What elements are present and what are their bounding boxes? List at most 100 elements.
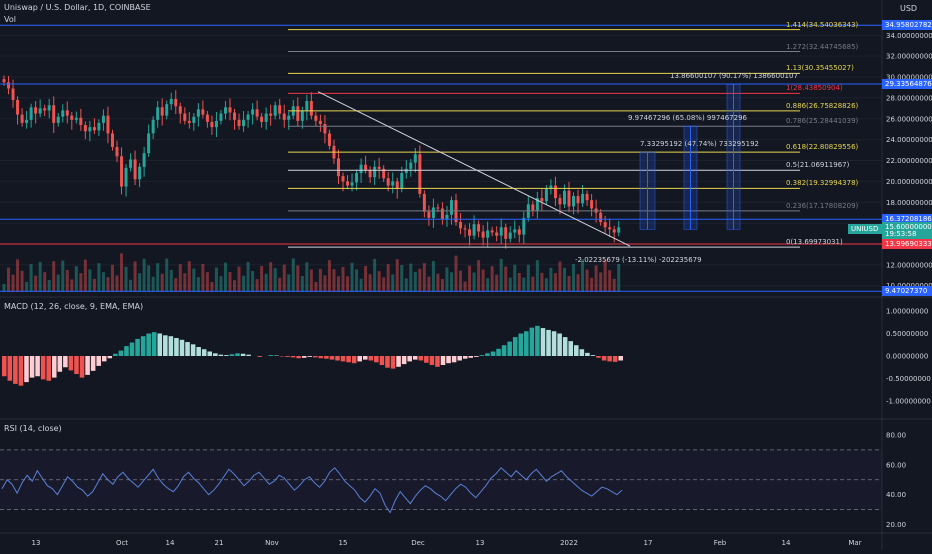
macd-histogram-bar bbox=[413, 356, 418, 360]
candle-body bbox=[319, 121, 322, 124]
macd-histogram-bar bbox=[191, 344, 196, 356]
macd-histogram-bar bbox=[302, 356, 307, 358]
volume-bar bbox=[599, 272, 602, 292]
price-tick-label: 26.00000000 bbox=[886, 115, 932, 123]
volume-bar bbox=[93, 279, 96, 292]
candle-body bbox=[224, 107, 227, 113]
macd-histogram-bar bbox=[424, 356, 429, 363]
candle-body bbox=[522, 218, 525, 235]
candle-body bbox=[346, 181, 349, 185]
macd-histogram-bar bbox=[335, 356, 340, 361]
candle-body bbox=[459, 222, 462, 228]
volume-bar bbox=[337, 276, 340, 292]
volume-bar bbox=[48, 280, 51, 292]
volume-bar bbox=[351, 263, 354, 292]
volume-bar bbox=[206, 272, 209, 292]
candle-body bbox=[351, 182, 354, 185]
macd-histogram-bar bbox=[491, 352, 496, 357]
candle-body bbox=[197, 109, 200, 116]
volume-bar bbox=[414, 272, 417, 292]
candle-body bbox=[568, 191, 571, 207]
candle-body bbox=[242, 120, 245, 126]
macd-histogram-bar bbox=[307, 356, 312, 357]
candle-body bbox=[391, 181, 394, 185]
candle-body bbox=[269, 114, 272, 116]
candle-body bbox=[581, 194, 584, 203]
macd-histogram-bar bbox=[113, 354, 118, 356]
candle-body bbox=[120, 156, 123, 186]
candle-body bbox=[396, 181, 399, 188]
macd-histogram-bar bbox=[419, 356, 424, 361]
macd-tick-label: 0.00000000 bbox=[886, 353, 928, 361]
volume-bar bbox=[378, 271, 381, 292]
macd-histogram-bar bbox=[541, 328, 546, 356]
volume-bar bbox=[156, 263, 159, 292]
volume-bar bbox=[617, 264, 620, 292]
candle-body bbox=[599, 213, 602, 222]
macd-histogram-bar bbox=[535, 326, 540, 356]
candle-body bbox=[260, 117, 263, 122]
candle-body bbox=[79, 118, 82, 125]
fib-level-label: 0.886(26.75828826) bbox=[786, 102, 858, 111]
candle-body bbox=[477, 224, 480, 231]
macd-histogram-bar bbox=[341, 356, 346, 361]
macd-histogram-bar bbox=[430, 356, 435, 365]
candle-body bbox=[3, 79, 6, 82]
volume-bar bbox=[355, 269, 358, 292]
volume-bar bbox=[558, 262, 561, 292]
macd-histogram-bar bbox=[235, 353, 240, 356]
candle-body bbox=[229, 107, 232, 112]
price-tick-label: 22.00000000 bbox=[886, 157, 932, 165]
macd-histogram-bar bbox=[357, 356, 362, 361]
x-tick-label: Mar bbox=[848, 539, 861, 547]
volume-bar bbox=[436, 274, 439, 292]
price-tick-label: 12.00000000 bbox=[886, 261, 932, 269]
candle-body bbox=[147, 133, 150, 153]
macd-histogram-bar bbox=[402, 356, 407, 364]
volume-bar bbox=[116, 275, 119, 292]
candle-body bbox=[554, 186, 557, 199]
candle-body bbox=[432, 207, 435, 217]
macd-histogram-bar bbox=[108, 356, 113, 358]
candle-body bbox=[563, 191, 566, 205]
macd-histogram-bar bbox=[607, 356, 612, 361]
macd-histogram-bar bbox=[269, 355, 274, 356]
volume-bar bbox=[536, 260, 539, 292]
macd-histogram-bar bbox=[124, 346, 129, 356]
symbol-tag: UNIUSD bbox=[848, 224, 882, 234]
candle-body bbox=[414, 154, 417, 162]
volume-bar bbox=[387, 264, 390, 292]
macd-histogram-bar bbox=[485, 353, 490, 356]
candle-body bbox=[400, 173, 403, 189]
volume-bar bbox=[238, 267, 241, 292]
macd-histogram-bar bbox=[224, 355, 229, 356]
volume-bar bbox=[34, 276, 37, 292]
macd-histogram-bar bbox=[13, 356, 18, 384]
price-tag: 29.33564876 bbox=[882, 79, 932, 89]
volume-bar bbox=[441, 279, 444, 292]
candle-body bbox=[314, 116, 317, 121]
macd-histogram-bar bbox=[363, 356, 368, 360]
macd-histogram-bar bbox=[241, 354, 246, 356]
candle-body bbox=[378, 167, 381, 169]
candle-body bbox=[278, 105, 281, 113]
macd-histogram-bar bbox=[469, 356, 474, 358]
candle-body bbox=[310, 101, 313, 116]
macd-histogram-bar bbox=[180, 340, 185, 356]
macd-histogram-bar bbox=[319, 356, 324, 358]
volume-bar bbox=[477, 260, 480, 292]
volume-bar bbox=[79, 273, 82, 292]
volume-bar bbox=[229, 272, 232, 292]
volume-bar bbox=[405, 278, 408, 292]
macd-label: MACD (12, 26, close, 9, EMA, EMA) bbox=[4, 302, 143, 311]
volume-bar bbox=[342, 267, 345, 292]
macd-histogram-bar bbox=[8, 356, 13, 381]
price-tag: 13.99690333 bbox=[882, 239, 932, 249]
candle-body bbox=[179, 106, 182, 113]
volume-bar bbox=[450, 272, 453, 292]
macd-histogram-bar bbox=[552, 331, 557, 356]
volume-bar bbox=[84, 260, 87, 292]
volume-bar bbox=[608, 270, 611, 292]
